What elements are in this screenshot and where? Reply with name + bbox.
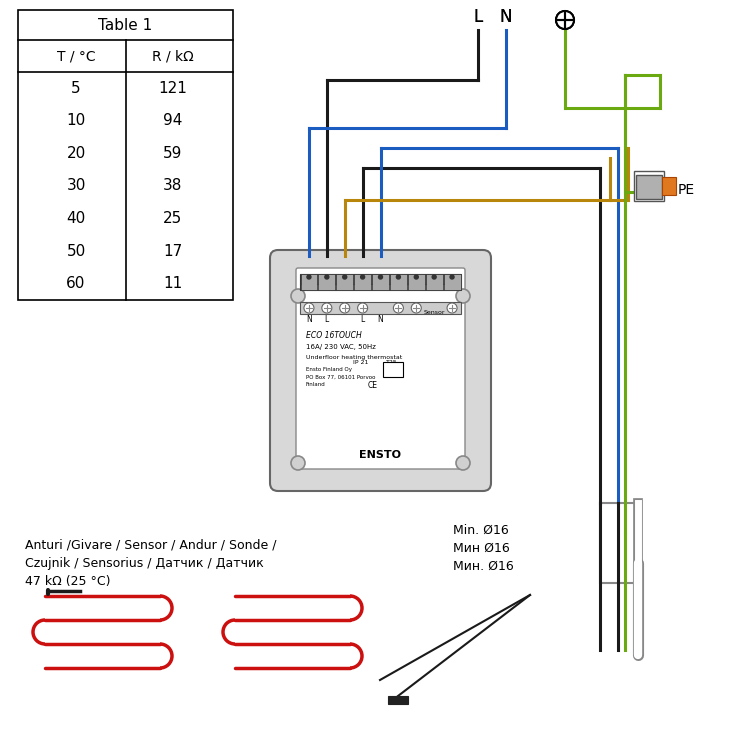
Text: Мин. Ø16: Мин. Ø16 [453,559,514,573]
Text: 59: 59 [163,146,183,161]
Circle shape [556,11,574,29]
Text: L: L [473,8,483,26]
Bar [662,177,676,195]
Bar [388,696,408,704]
Bar [319,274,335,290]
Bar [600,503,636,583]
Text: Мин Ø16: Мин Ø16 [453,542,509,554]
Text: 60: 60 [66,276,86,292]
Circle shape [340,303,349,313]
Circle shape [321,303,332,313]
Circle shape [456,456,470,470]
Text: L: L [473,8,483,26]
Text: CE: CE [368,380,378,389]
Text: N: N [377,315,383,325]
Bar [372,274,389,290]
Text: N: N [306,315,312,325]
Text: Anturi /Givare / Sensor / Andur / Sonde /: Anturi /Givare / Sensor / Andur / Sonde … [25,539,277,551]
Text: 11: 11 [163,276,183,292]
Text: 94: 94 [163,113,183,128]
Circle shape [325,275,329,279]
Circle shape [357,303,368,313]
Bar [636,175,662,199]
Circle shape [343,275,346,279]
Circle shape [456,289,470,303]
Text: N: N [500,8,512,26]
FancyBboxPatch shape [296,268,465,469]
Text: 50: 50 [66,243,86,259]
Circle shape [291,456,305,470]
Text: 20: 20 [66,146,86,161]
Text: PE: PE [678,183,695,197]
Text: 40: 40 [66,211,86,226]
Text: L: L [324,315,329,325]
Text: ENSTO: ENSTO [360,450,401,460]
Text: IP 21: IP 21 [353,360,368,366]
Circle shape [291,289,305,303]
Text: 30: 30 [66,178,86,193]
Text: 5: 5 [71,81,81,95]
Text: L: L [360,315,365,325]
Bar [383,362,403,377]
Text: Table 1: Table 1 [98,18,153,33]
Text: 121: 121 [159,81,187,95]
Bar [408,274,425,290]
Text: Finland: Finland [306,383,326,388]
Circle shape [447,303,457,313]
Text: T / °C: T / °C [57,49,95,63]
Bar [426,274,443,290]
Bar [336,274,353,290]
Bar [300,302,461,314]
Circle shape [396,275,400,279]
Circle shape [360,275,365,279]
Bar [300,284,461,290]
Bar [443,274,460,290]
Text: 16A/ 230 VAC, 50Hz: 16A/ 230 VAC, 50Hz [306,344,376,350]
Text: Min. Ø16: Min. Ø16 [453,523,509,536]
Text: PO Box 77, 06101 Porvoo: PO Box 77, 06101 Porvoo [306,374,376,380]
Circle shape [450,275,454,279]
Text: 47 kΩ (25 °C): 47 kΩ (25 °C) [25,574,111,588]
Text: T25: T25 [386,360,398,366]
Text: N: N [500,8,512,26]
Bar [355,274,371,290]
Bar [18,10,233,300]
Bar [634,171,664,201]
Text: R / kΩ: R / kΩ [152,49,194,63]
Text: Czujnik / Sensorius / Датчик / Датчик: Czujnik / Sensorius / Датчик / Датчик [25,556,264,570]
FancyBboxPatch shape [270,250,491,491]
Circle shape [432,275,436,279]
Circle shape [393,303,404,313]
Text: ECO 16TOUCH: ECO 16TOUCH [306,331,362,340]
Bar [300,274,461,284]
Circle shape [414,275,418,279]
Circle shape [556,11,574,29]
Bar [390,274,407,290]
Text: 25: 25 [163,211,183,226]
Circle shape [307,275,311,279]
Text: 38: 38 [163,178,183,193]
Bar [300,274,317,290]
Circle shape [379,275,382,279]
Text: 17: 17 [163,243,183,259]
Text: Underfloor heating thermostat: Underfloor heating thermostat [306,354,402,360]
Text: 10: 10 [66,113,86,128]
Circle shape [411,303,421,313]
Circle shape [304,303,314,313]
Text: Sensor: Sensor [424,309,445,314]
Text: Ensto Finland Oy: Ensto Finland Oy [306,366,352,371]
